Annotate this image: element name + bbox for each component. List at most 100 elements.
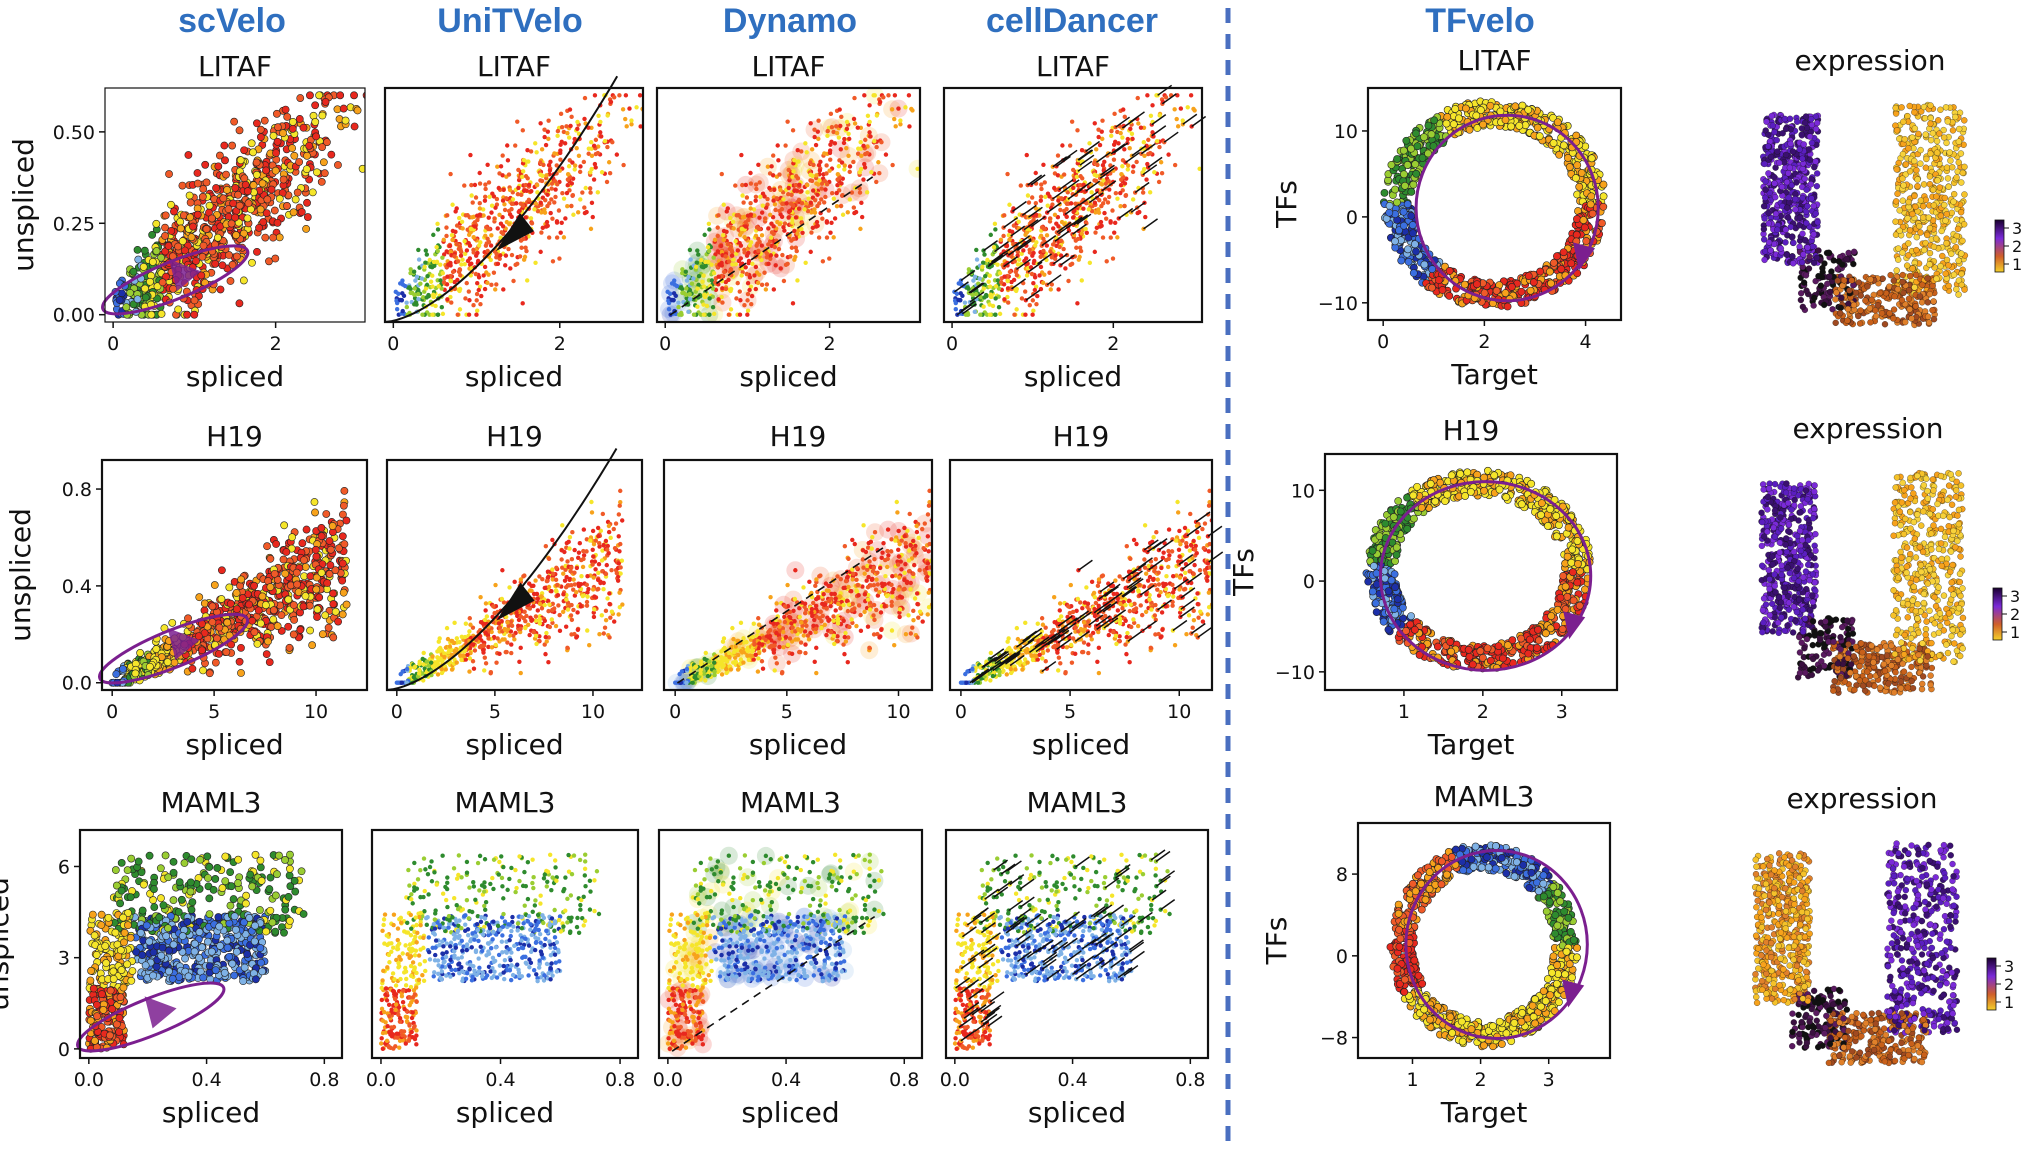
data-point bbox=[1146, 137, 1151, 143]
data-point bbox=[161, 232, 169, 240]
data-point bbox=[823, 194, 828, 200]
data-point bbox=[1100, 118, 1105, 123]
x-tick-label: 0 bbox=[387, 333, 399, 355]
data-point bbox=[1011, 223, 1017, 228]
data-point bbox=[691, 276, 696, 281]
data-point bbox=[1033, 170, 1038, 176]
data-point bbox=[861, 143, 866, 149]
data-point bbox=[782, 221, 788, 226]
data-point bbox=[450, 228, 456, 234]
data-point bbox=[288, 144, 297, 153]
data-point bbox=[795, 231, 800, 236]
data-point bbox=[583, 185, 588, 191]
data-point bbox=[1156, 179, 1162, 185]
data-point bbox=[1060, 143, 1065, 148]
data-point bbox=[545, 203, 550, 209]
data-point bbox=[433, 303, 438, 309]
data-point bbox=[416, 247, 421, 253]
data-point bbox=[557, 168, 563, 173]
data-point bbox=[471, 235, 476, 240]
embedding-cell bbox=[1923, 155, 1930, 163]
data-point bbox=[1078, 182, 1083, 188]
data-point bbox=[790, 220, 795, 225]
data-point bbox=[502, 207, 508, 213]
data-point bbox=[1435, 276, 1443, 285]
embedding-cell bbox=[1879, 275, 1886, 282]
data-point bbox=[858, 125, 864, 130]
data-point bbox=[799, 226, 804, 232]
data-point bbox=[538, 160, 543, 165]
data-point bbox=[500, 224, 506, 229]
data-point bbox=[1400, 170, 1408, 179]
data-point bbox=[336, 91, 345, 100]
data-point bbox=[558, 150, 563, 156]
data-point bbox=[452, 254, 457, 259]
data-point bbox=[716, 213, 721, 218]
data-point bbox=[449, 233, 455, 238]
data-point bbox=[436, 284, 441, 289]
data-point bbox=[783, 143, 788, 148]
data-point bbox=[733, 183, 738, 188]
data-point bbox=[1507, 122, 1516, 131]
data-point bbox=[1580, 223, 1589, 232]
data-point bbox=[440, 255, 445, 260]
data-point bbox=[617, 93, 622, 98]
data-point bbox=[805, 182, 810, 188]
data-point bbox=[1115, 196, 1120, 201]
data-point bbox=[549, 197, 554, 202]
data-point bbox=[441, 252, 447, 257]
data-point bbox=[290, 151, 299, 160]
data-point bbox=[520, 301, 525, 306]
data-point bbox=[435, 221, 440, 227]
data-point bbox=[1559, 141, 1568, 150]
data-point bbox=[129, 300, 138, 309]
data-point bbox=[1092, 160, 1097, 165]
data-point bbox=[728, 215, 733, 221]
fit-curve bbox=[384, 75, 619, 323]
data-point bbox=[1007, 269, 1013, 275]
data-point bbox=[473, 271, 479, 277]
data-point bbox=[1110, 208, 1115, 213]
data-point bbox=[544, 219, 550, 225]
data-point bbox=[1143, 214, 1148, 220]
data-point bbox=[1118, 204, 1123, 209]
data-point bbox=[592, 161, 598, 167]
data-point bbox=[566, 135, 572, 140]
data-point bbox=[430, 273, 435, 278]
data-point bbox=[817, 178, 822, 183]
data-point bbox=[811, 188, 816, 193]
data-point bbox=[728, 244, 734, 249]
data-point bbox=[1021, 248, 1026, 253]
data-point bbox=[669, 281, 675, 286]
data-point bbox=[824, 171, 829, 176]
data-point bbox=[1536, 267, 1545, 276]
data-point bbox=[526, 197, 532, 203]
data-point bbox=[1420, 133, 1428, 142]
data-point bbox=[716, 274, 721, 279]
data-point bbox=[445, 297, 450, 302]
data-point bbox=[669, 297, 674, 303]
data-point bbox=[303, 198, 311, 207]
data-point bbox=[504, 196, 509, 201]
data-point bbox=[529, 188, 534, 194]
data-point bbox=[469, 215, 475, 220]
data-point bbox=[1454, 114, 1463, 123]
data-point bbox=[140, 246, 149, 255]
data-point bbox=[235, 299, 244, 308]
data-point bbox=[279, 129, 287, 138]
data-point bbox=[1174, 116, 1179, 122]
data-point bbox=[464, 280, 469, 286]
data-point bbox=[589, 139, 594, 145]
data-point bbox=[555, 133, 560, 139]
data-point bbox=[877, 171, 882, 176]
data-point bbox=[441, 280, 447, 285]
data-point bbox=[434, 244, 439, 250]
data-point bbox=[756, 248, 761, 254]
data-point bbox=[494, 282, 499, 287]
data-point bbox=[566, 164, 572, 169]
data-point bbox=[252, 158, 261, 167]
data-point bbox=[774, 253, 779, 258]
data-point bbox=[240, 174, 249, 183]
data-point bbox=[858, 166, 864, 172]
